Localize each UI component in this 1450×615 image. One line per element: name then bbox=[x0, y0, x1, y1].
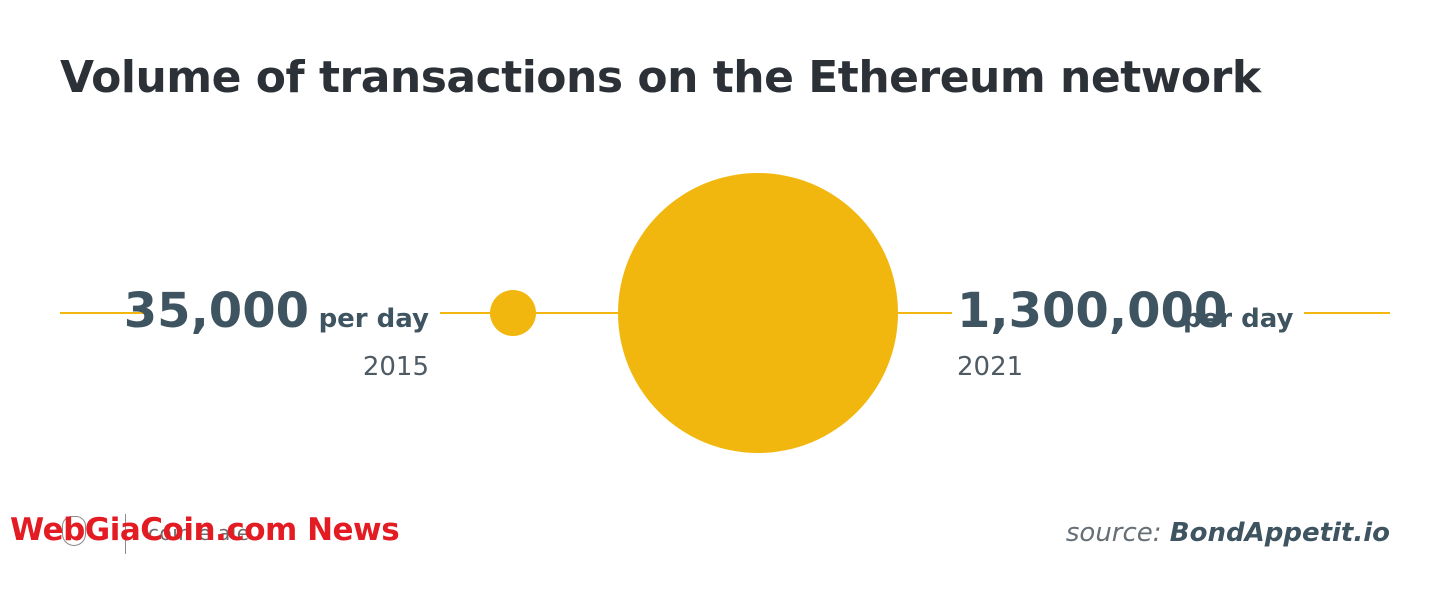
year-label-2015: 2015 bbox=[363, 352, 429, 382]
value-label-2021: 1,300,000 bbox=[957, 283, 1227, 339]
logo-icon bbox=[62, 516, 86, 546]
watermark: WebGiaCoin.com News bbox=[10, 512, 400, 548]
logo-text: coin e ale bbox=[148, 521, 250, 545]
value-label-2015: 35,000 bbox=[124, 283, 309, 339]
chart-title: Volume of transactions on the Ethereum n… bbox=[60, 52, 1261, 103]
year-label-2021: 2021 bbox=[957, 352, 1023, 382]
source-credit: source: BondAppetit.io bbox=[1066, 518, 1390, 548]
bubble-2015 bbox=[490, 290, 536, 336]
source-name: BondAppetit.io bbox=[1169, 518, 1390, 548]
unit-label-2015: per day bbox=[319, 304, 429, 334]
publisher-logo: coin e ale bbox=[58, 512, 398, 558]
unit-label-2021: per day bbox=[1183, 304, 1293, 334]
source-prefix: source: bbox=[1065, 518, 1162, 548]
bubble-2021 bbox=[618, 173, 898, 453]
logo-divider bbox=[125, 514, 126, 554]
